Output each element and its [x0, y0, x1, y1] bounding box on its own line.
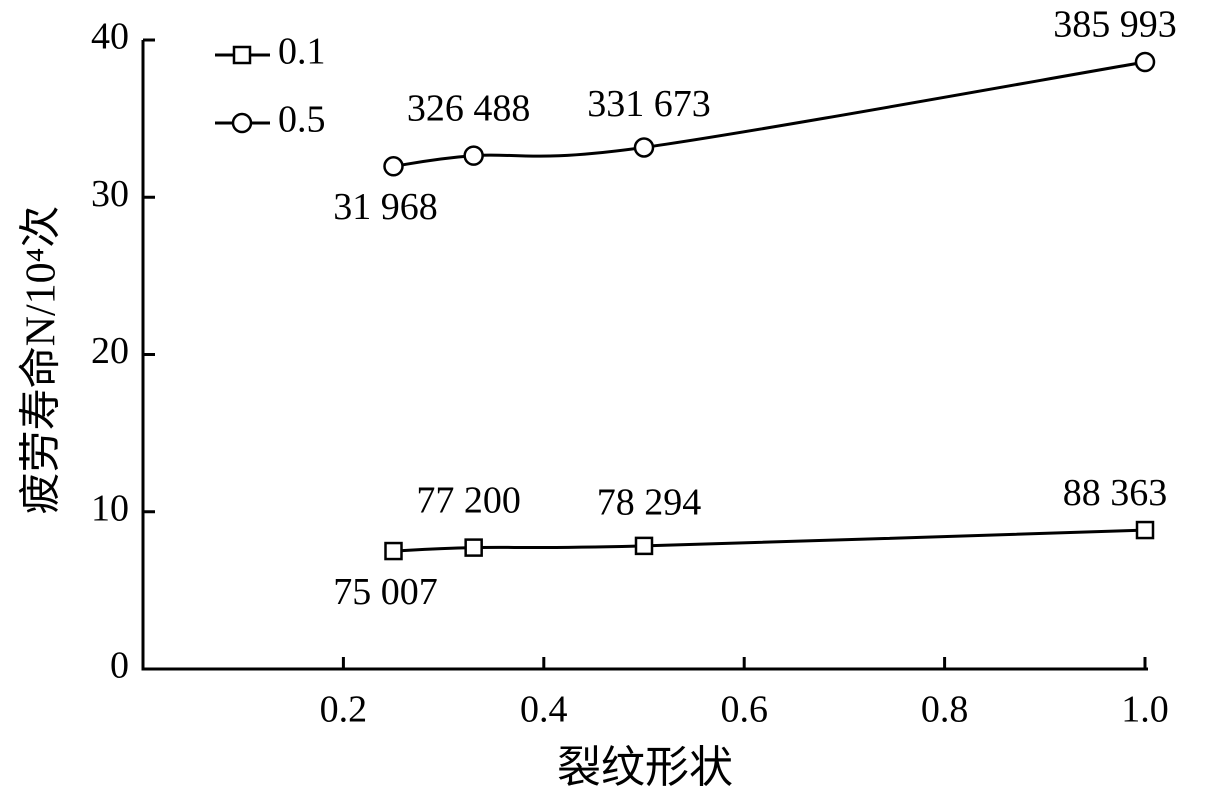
x-axis-label: 裂纹形状: [557, 743, 733, 792]
marker: [463, 145, 484, 166]
value-label: 31 968: [333, 186, 438, 228]
legend-marker: [231, 112, 253, 134]
y-tick-label: 0: [110, 645, 129, 687]
marker: [1134, 51, 1156, 73]
marker: [464, 538, 483, 557]
value-label: 75 007: [333, 571, 438, 613]
marker: [384, 541, 403, 561]
y-tick-label: 40: [91, 16, 129, 58]
marker: [633, 137, 655, 158]
line: [393, 528, 1146, 553]
marker: [383, 156, 404, 177]
marker: [1135, 520, 1155, 540]
x-tick-label: 0.4: [520, 689, 568, 731]
x-tick-label: 0.8: [921, 689, 969, 731]
value-label: 385 993: [1053, 4, 1177, 46]
y-axis-label: 疲劳寿命N/10⁴次: [18, 206, 65, 515]
value-label: 78 294: [597, 482, 702, 524]
value-label: 326 488: [407, 87, 531, 129]
value-label: 88 363: [1063, 472, 1168, 514]
y-tick-label: 10: [91, 487, 129, 529]
x-tick-label: 0.2: [320, 689, 368, 731]
line: [393, 60, 1146, 168]
value-label: 331 673: [587, 83, 711, 125]
legend-marker: [232, 45, 252, 65]
x-tick-label: 1.0: [1121, 689, 1169, 731]
y-tick-label: 20: [91, 330, 129, 372]
x-tick-label: 0.6: [720, 689, 768, 731]
value-label: 77 200: [416, 479, 521, 521]
legend-label: 0.5: [278, 99, 326, 141]
legend-label: 0.1: [278, 31, 326, 73]
marker: [634, 536, 654, 556]
y-tick-label: 30: [91, 173, 129, 215]
